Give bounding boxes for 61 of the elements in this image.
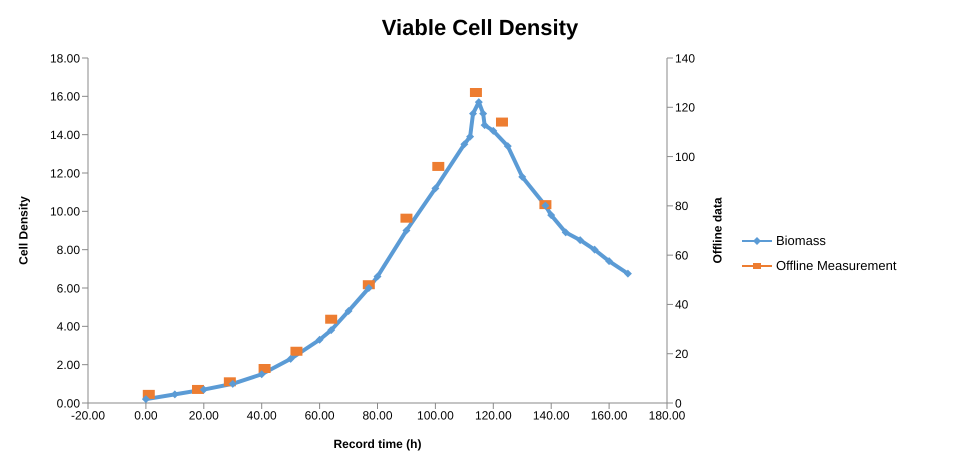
x-tick-label: 100.00: [417, 408, 454, 423]
point: [576, 236, 584, 244]
point: [470, 88, 482, 97]
x-tick-label: 160.00: [590, 408, 628, 423]
y2-tick-label: 40: [675, 298, 689, 312]
chart-title: Viable Cell Density: [380, 14, 580, 42]
point: [624, 270, 632, 278]
point: [496, 118, 508, 127]
x-tick-label: 180.00: [648, 408, 686, 423]
y-tick-label: 14.00: [50, 128, 80, 142]
point: [489, 126, 498, 135]
point: [605, 257, 614, 266]
y-tick-label: 6.00: [56, 281, 80, 296]
point: [142, 395, 150, 403]
point: [316, 336, 324, 344]
y2-tick-label: 20: [675, 346, 689, 361]
x-tick-label: 140.00: [532, 408, 570, 423]
x-tick-label: 20.00: [188, 408, 220, 423]
y-tick-label: 2.00: [56, 358, 80, 372]
point: [374, 272, 382, 280]
x-tick-label: 0.00: [134, 408, 158, 423]
y2-tick-label: 0: [675, 396, 682, 410]
point: [327, 326, 336, 334]
y-tick-label: 10.00: [50, 204, 80, 219]
point: [460, 140, 468, 148]
point: [590, 246, 599, 254]
y2-tick-label: 140: [675, 51, 696, 66]
point: [431, 184, 440, 192]
y-tick-label: 4.00: [56, 320, 80, 334]
point: [258, 370, 266, 378]
point: [325, 314, 338, 324]
y2-tick-label: 100: [675, 150, 696, 164]
x-tick-label: 40.00: [246, 408, 278, 423]
x-tick-label: 120.00: [474, 408, 512, 423]
point: [400, 214, 412, 223]
point: [504, 142, 512, 150]
y-tick-label: 12.00: [50, 166, 80, 180]
point: [547, 211, 556, 220]
x-axis-title: Record time (h): [333, 437, 422, 451]
point: [402, 226, 410, 234]
y-tick-label: 18.00: [50, 51, 80, 66]
y-tick-label: 0.00: [56, 396, 80, 410]
legend-label: Biomass: [776, 233, 826, 248]
point: [258, 364, 271, 373]
x-tick-label: -20.00: [70, 408, 106, 423]
y-axis-title: Cell Density: [16, 196, 30, 265]
point: [518, 172, 526, 181]
y2-axis-title: Offline data: [710, 197, 724, 264]
y2-tick-label: 120: [675, 100, 696, 115]
y-tick-label: 8.00: [56, 242, 80, 257]
x-tick-label: 80.00: [362, 408, 393, 423]
point: [432, 162, 444, 171]
legend-label: Offline Measurement: [776, 258, 896, 273]
y2-tick-label: 80: [675, 199, 689, 214]
point: [290, 346, 302, 356]
y2-tick-label: 60: [675, 248, 689, 262]
x-tick-label: 60.00: [304, 408, 335, 423]
y-tick-label: 16.00: [50, 90, 80, 104]
point: [286, 354, 295, 363]
point: [344, 307, 353, 315]
point: [562, 228, 570, 236]
